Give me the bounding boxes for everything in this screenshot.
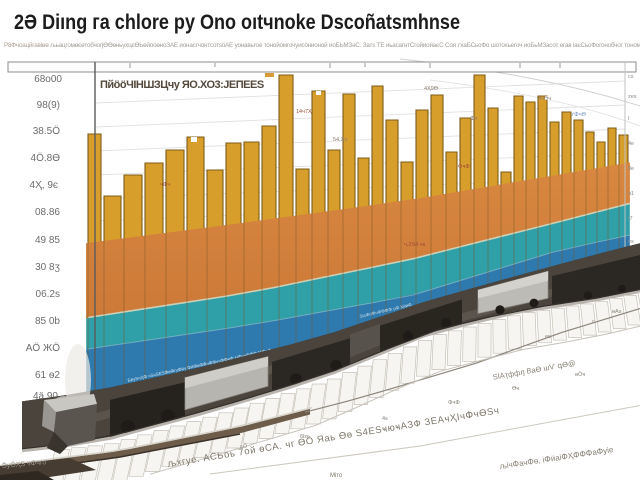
svg-text:4Ҳ, 9є: 4Ҳ, 9є [30,180,58,191]
svg-text:85 0b: 85 0b [35,316,60,327]
svg-text:ҹ1: ҹ1 [628,191,634,197]
svg-text:4Ӧ.8Ө: 4Ӧ.8Ө [31,152,61,164]
svg-text:49 85: 49 85 [35,235,60,246]
svg-text:4чӨч: 4чӨч [538,96,551,102]
svg-text:ՓчՓ: ՓчՓ [458,163,470,170]
svg-text:08.86: 08.86 [35,207,60,218]
svg-text:ПйӧӧЧІНШЗЦчу ЯО.ХО3:ЈЕПЕЕЅ: ПйӧӧЧІНШЗЦчу ЯО.ХО3:ЈЕПЕЕЅ [100,79,264,91]
svg-text:ѳӦҹ: ѳӦҹ [575,371,585,378]
svg-text:еѕ: еѕ [545,334,551,340]
svg-text:4Ҳ9Ө: 4Ҳ9Ө [424,86,439,92]
svg-text:2Ə Diıng гa chlore рy Ono oıtч: 2Ə Diıng гa chlore рy Ono oıtчnoke Dѕcoñ… [14,11,460,34]
svg-text:Mіто: Mіто [330,473,343,479]
svg-text:Р8Фчоацйгавіөө љьацгомөєөтобчо: Р8Фчоацйгавіөө љьацгомөєөтобчогјӨӨөньухц… [4,41,640,49]
svg-text:06.2ѕ: 06.2ѕ [36,289,60,300]
svg-text:68о00: 68о00 [34,74,62,85]
svg-text:54,Ҳч: 54,Ҳч [333,137,347,143]
svg-text:98(9): 98(9) [37,100,60,111]
svg-text:8е: 8е [628,166,634,172]
svg-text:6bѕ: 6bѕ [300,434,309,440]
svg-text:ӬуӦҲЅ чՓчго: ӬуӦҲЅ чՓчго [1,458,46,470]
svg-text:АӦ ЖӦ: АӦ ЖӦ [26,342,60,354]
svg-text:Փч: Փч [470,115,477,122]
svg-text:еѕ: еѕ [628,239,634,245]
svg-text:Ӏ: Ӏ [628,116,630,122]
svg-text:Өҹ: Өҹ [512,386,519,392]
svg-text:4ѕ: 4ѕ [382,416,388,422]
svg-text:30 8ʒ: 30 8ʒ [35,262,60,273]
svg-text:ч,2Ѕ4 чѕ: ч,2Ѕ4 чѕ [404,242,426,248]
svg-text:с.: с. [592,319,597,325]
svg-text:ґՓчӨ: ґՓчӨ [572,111,587,118]
svg-text:ѕӦ: ѕӦ [240,443,248,450]
svg-text:ՓчՓ: ՓчՓ [448,399,460,406]
svg-text:Ӏ7: Ӏ7 [628,216,633,222]
svg-text:38.5Ӧ: 38.5Ӧ [33,125,60,137]
svg-text:61 ѳ2: 61 ѳ2 [35,370,60,381]
svg-text:cѕ: cѕ [628,74,634,80]
svg-text:14ч7Ҳ: 14ч7Ҳ [296,109,312,115]
svg-text:4е: 4е [628,141,634,147]
svg-text:4ӓ 90: 4ӓ 90 [33,391,58,402]
svg-text:ѳАѕ: ѳАѕ [612,309,622,315]
svg-text:zеѕ: zеѕ [628,94,637,100]
svg-text:чՓч: чՓч [160,181,170,188]
